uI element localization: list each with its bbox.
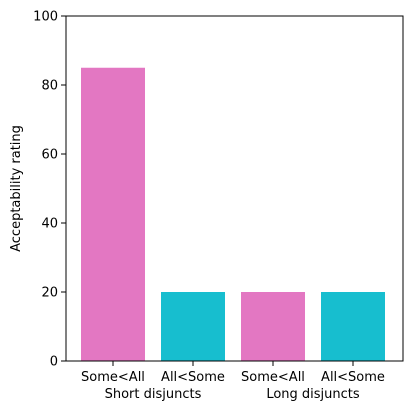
group-label-short: Short disjuncts xyxy=(105,387,202,402)
y-tick-label-5: 100 xyxy=(33,10,58,25)
plot-frame xyxy=(65,15,404,362)
x-tick-label-2: Some<All xyxy=(241,370,305,385)
x-tick-label-0: Some<All xyxy=(81,370,145,385)
y-axis-label: Acceptability rating xyxy=(9,125,24,252)
bar-3 xyxy=(321,292,385,361)
axes-layer xyxy=(65,15,404,362)
bar-2 xyxy=(241,292,305,361)
x-tick-label-3: All<Some xyxy=(321,370,385,385)
x-ticks: Some<All All<Some Some<All All<Some xyxy=(81,361,385,385)
y-tick-label-0: 0 xyxy=(50,355,58,370)
x-tick-label-1: All<Some xyxy=(161,370,225,385)
y-tick-label-1: 20 xyxy=(41,286,58,301)
group-label-long: Long disjuncts xyxy=(266,387,360,402)
y-tick-label-3: 60 xyxy=(41,148,58,163)
bar-1 xyxy=(161,292,225,361)
bar-0 xyxy=(81,67,145,361)
y-ticks: 0 20 40 60 80 100 xyxy=(33,10,66,370)
y-tick-label-2: 40 xyxy=(41,217,58,232)
bars-layer xyxy=(81,67,385,361)
y-tick-label-4: 80 xyxy=(41,79,58,94)
